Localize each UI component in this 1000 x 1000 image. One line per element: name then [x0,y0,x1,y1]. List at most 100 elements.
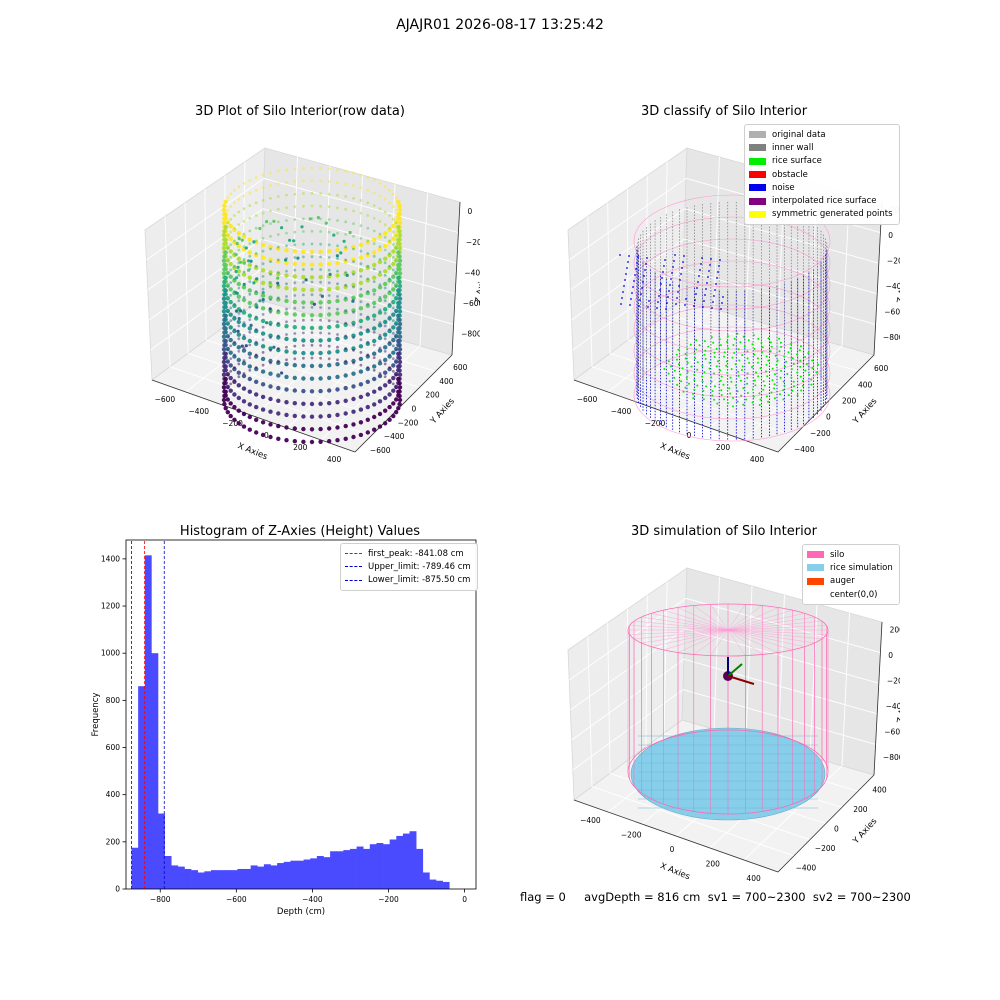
raw-data-point [247,389,252,394]
silo-roof-wire [727,604,746,631]
raw-data-point [383,375,387,379]
raw-data-point [310,191,314,195]
rice-surface-point [690,365,693,368]
raw-data-point [301,262,306,267]
classify-legend-item: symmetric generated points [749,208,893,221]
rice-surface-point [811,359,814,362]
rice-surface-point [739,379,742,382]
simulation-legend-swatch [807,551,824,559]
raw-data-point [352,285,355,289]
rice-surface-point [693,379,696,382]
rice-surface-point [711,390,714,393]
y-tick-label: 600 [874,364,889,373]
histogram-bar [157,813,165,889]
raw-data-point [276,281,280,285]
raw-data-point [394,259,398,263]
histogram-bar [250,865,258,889]
gridline [387,183,396,337]
raw-data-point [377,373,383,379]
rice-surface-point [720,389,723,392]
raw-data-point [261,363,265,367]
raw-data-point [327,294,331,297]
silo-roof-wire [727,629,805,647]
raw-data-point [226,386,230,390]
rice-surface-point [780,369,783,372]
raw-data-point [366,366,370,369]
rice-surface-point [703,340,706,343]
raw-data-point [396,262,401,268]
noise-point [676,297,678,299]
raw-data-point [343,436,348,441]
rice-surface-point [723,351,726,354]
raw-data-point [359,313,363,316]
rice-surface-point [667,372,670,375]
raw-data-point [377,348,383,353]
raw-data-point [292,239,296,243]
raw-data-point [344,182,348,186]
raw-data-point [319,217,322,221]
raw-data-point [344,271,348,274]
raw-data-point [388,315,391,319]
raw-data-point [248,254,252,258]
silo-roof-wire [633,620,729,631]
noise-point [715,283,717,285]
rice-surface-point [779,341,782,344]
y-tick-label: 200 [425,391,440,400]
simulation-legend-label: center(0,0) [830,589,878,600]
rice-surface-point [734,363,737,366]
raw-data-point [397,233,403,238]
symmetric-point-ring [633,238,831,332]
rice-surface-point [684,357,687,360]
raw-data-point [343,411,348,416]
rice-surface-point [810,383,813,386]
rice-surface-point [796,394,799,397]
rice-surface-point [741,365,744,368]
raw-data-point [223,389,228,394]
classify-legend-item: noise [749,181,893,194]
raw-data-point [372,237,377,242]
classify-plot-title: 3D classify of Silo Interior [640,104,808,119]
z-tick-label: 0 [468,207,473,216]
raw-data-point [378,182,382,185]
raw-data-point [352,361,355,365]
raw-data-point [222,254,227,259]
rice-surface-point [767,359,770,362]
gridline [607,622,611,774]
raw-data-point [383,210,387,214]
histogram-bar [343,850,351,889]
rice-surface-point [680,380,683,383]
raw-data-point [318,388,323,394]
raw-data-point [269,323,272,327]
raw-data-point [252,240,256,244]
raw-data-point [396,275,401,280]
raw-data-point [236,329,240,333]
raw-data-point [223,326,228,331]
raw-data-point [344,220,348,224]
rice-surface-point [775,364,778,366]
noise-point [634,274,636,276]
raw-data-point [292,426,297,431]
raw-3d-plot: −600 −400 −200 0 200 400 600 400 200 0 −200 −400 −60… [144,147,480,464]
rice-surface-point [810,378,813,381]
raw-data-point [309,427,315,432]
raw-data-point [272,219,276,223]
raw-data-point [388,378,391,382]
raw-data-point [222,241,227,247]
raw-data-point [372,376,377,382]
silo-roof-wire [727,629,779,653]
rice-surface-point [723,398,725,401]
raw-data-point [241,399,247,404]
raw-data-point [284,311,289,316]
raw-data-point [302,344,305,347]
raw-data-point [285,295,288,298]
simulation-legend-label: auger [830,576,855,587]
noise-point [699,269,701,271]
raw-data-point [233,201,236,205]
y-axis-label: Y Axies [851,816,880,847]
rice-surface-point [689,343,692,346]
rice-surface-point [800,389,803,392]
raw-data-point [276,182,280,186]
raw-data-point [268,384,273,389]
rice-surface-point [796,353,799,356]
histogram-bar [257,866,265,889]
